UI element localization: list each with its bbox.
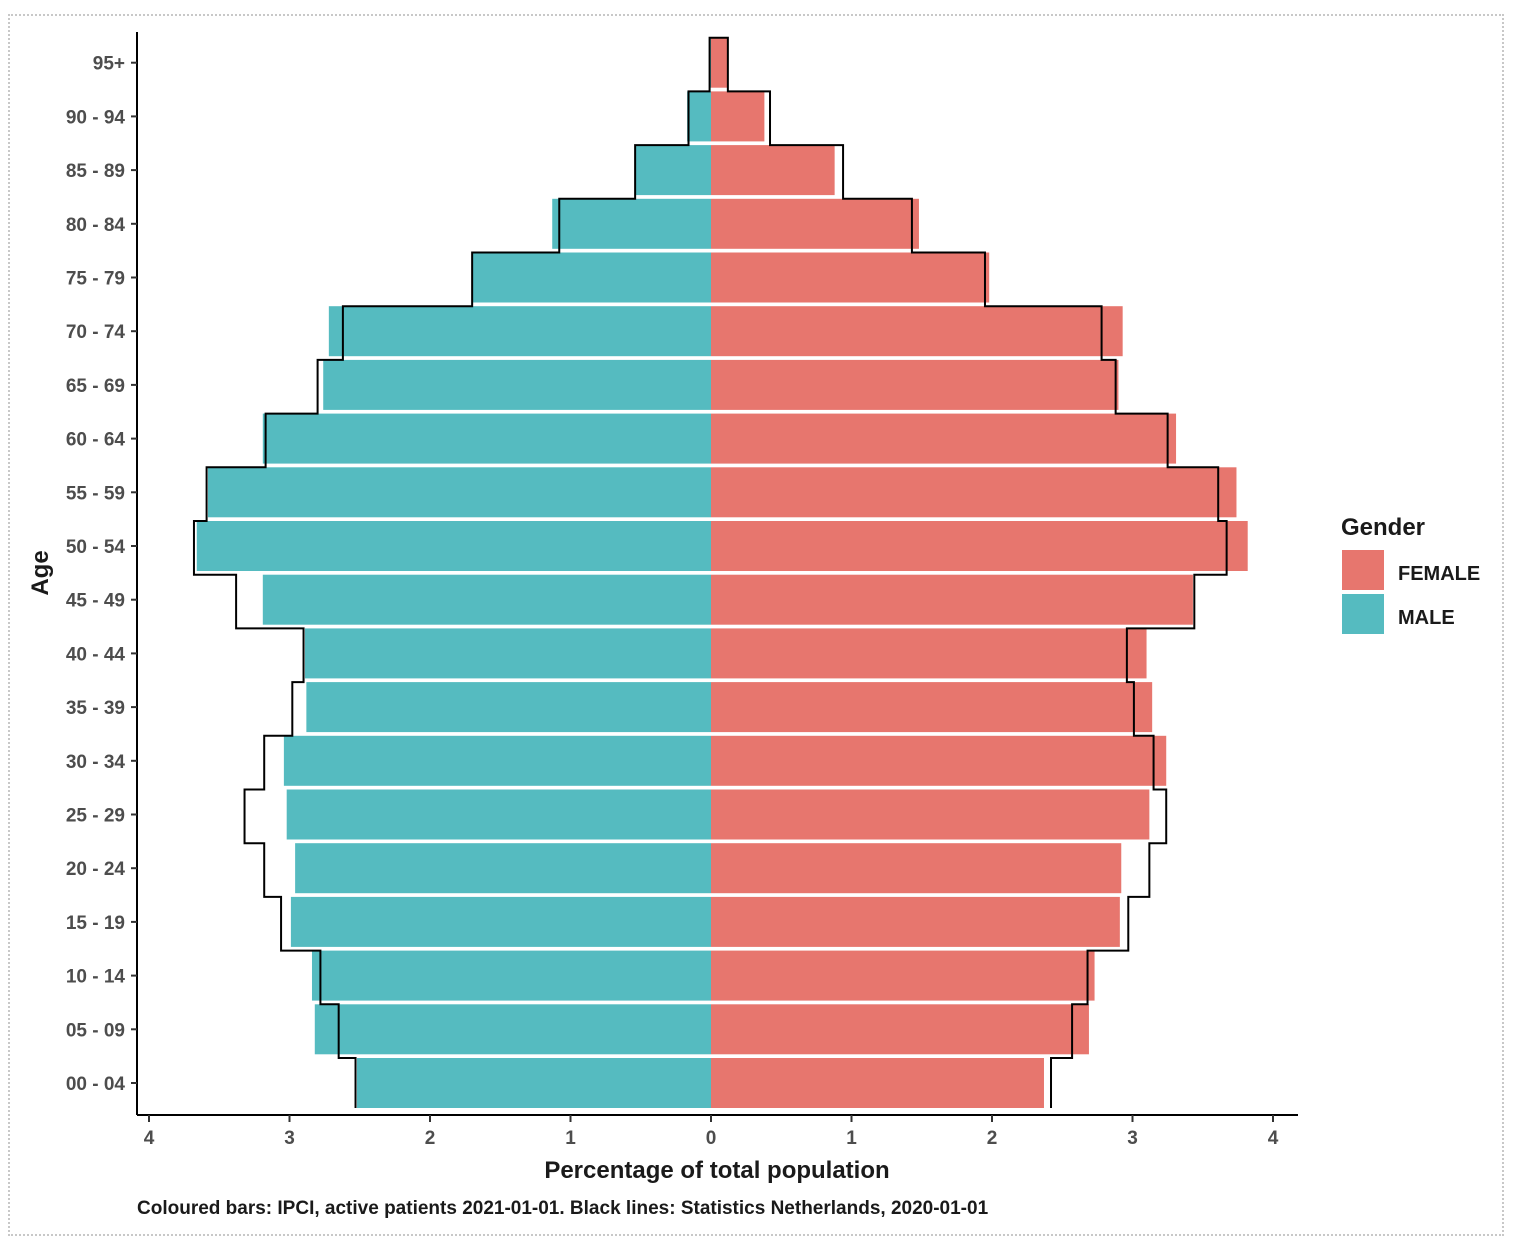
- male-bars: [196, 37, 711, 1108]
- y-tick-label: 40 - 44: [66, 644, 126, 665]
- y-tick-label: 05 - 09: [66, 1020, 125, 1041]
- bar-female-40-44: [711, 628, 1147, 679]
- y-tick-label: 70 - 74: [66, 322, 126, 343]
- bar-male-25-29: [286, 789, 711, 840]
- x-tick-label: 3: [284, 1128, 295, 1149]
- bar-female-75-79: [711, 252, 990, 303]
- bar-male-15-19: [290, 896, 711, 947]
- x-tick-label: 2: [425, 1128, 436, 1149]
- bar-male-55-59: [208, 467, 711, 518]
- y-tick-label: 25 - 29: [66, 806, 125, 827]
- x-tick-label: 4: [144, 1128, 155, 1149]
- y-tick-label: 85 - 89: [66, 161, 125, 182]
- y-tick-label: 35 - 39: [66, 698, 125, 719]
- bar-male-65-69: [323, 359, 711, 410]
- caption: Coloured bars: IPCI, active patients 202…: [137, 1198, 989, 1219]
- reference-line-female: [711, 36, 1228, 1108]
- y-tick-label: 20 - 24: [66, 859, 126, 880]
- bar-female-20-24: [711, 843, 1122, 894]
- y-tick-label: 65 - 69: [66, 376, 125, 397]
- y-tick-label: 55 - 59: [66, 483, 125, 504]
- x-tick-label: 1: [565, 1128, 576, 1149]
- bar-male-60-64: [262, 413, 711, 464]
- y-tick-label: 45 - 49: [66, 591, 125, 612]
- bar-male-35-39: [306, 682, 711, 733]
- bar-male-70-74: [328, 306, 711, 357]
- bar-male-40-44: [304, 628, 711, 679]
- x-tick-labels: 4 3 2 1 0 1 2 3 4: [144, 1128, 1279, 1149]
- bar-female-80-84: [711, 198, 919, 249]
- legend-label-female: FEMALE: [1398, 563, 1480, 585]
- y-axis-title: Age: [27, 550, 54, 595]
- x-axis-title: Percentage of total population: [544, 1157, 889, 1184]
- bar-female-45-49: [711, 574, 1193, 625]
- female-bars: [711, 37, 1248, 1108]
- bar-male-50-54: [196, 521, 711, 571]
- x-tick-label: 3: [1127, 1128, 1138, 1149]
- bar-female-05-09: [711, 1004, 1089, 1055]
- x-tick-label: 0: [706, 1128, 717, 1149]
- reference-line-male: [192, 36, 711, 1108]
- bar-female-70-74: [711, 306, 1123, 357]
- bar-female-90-94: [711, 91, 765, 142]
- legend-swatch-male: [1342, 594, 1384, 634]
- y-tick-label: 90 - 94: [66, 107, 126, 128]
- reference-lines: [192, 36, 1228, 1108]
- bar-female-10-14: [711, 950, 1095, 1001]
- bar-male-90-94: [687, 91, 711, 142]
- y-tick-labels: 00 - 04 05 - 09 10 - 14 15 - 19 20 - 24 25 - …: [66, 54, 126, 1095]
- y-tick-label: 60 - 64: [66, 430, 126, 451]
- bar-male-85-89: [635, 145, 711, 196]
- x-tick-label: 1: [846, 1128, 857, 1149]
- bar-female-50-54: [711, 521, 1248, 571]
- bar-female-00-04: [711, 1058, 1044, 1108]
- legend-label-male: MALE: [1398, 607, 1455, 629]
- y-tick-label: 15 - 19: [66, 913, 125, 934]
- legend-swatch-female: [1342, 550, 1384, 590]
- x-tick-label: 2: [987, 1128, 998, 1149]
- figure-frame: [8, 14, 1504, 1236]
- x-tick-label: 4: [1268, 1128, 1279, 1149]
- bar-female-65-69: [711, 359, 1119, 410]
- y-tick-label: 75 - 79: [66, 269, 125, 290]
- legend-title: Gender: [1341, 514, 1425, 541]
- bar-male-10-14: [311, 950, 711, 1001]
- y-tick-label: 30 - 34: [66, 752, 126, 773]
- bar-male-20-24: [295, 843, 711, 894]
- y-tick-label: 80 - 84: [66, 215, 126, 236]
- legend: Gender FEMALE MALE: [1341, 514, 1480, 634]
- bar-female-35-39: [711, 682, 1153, 733]
- bar-female-30-34: [711, 735, 1167, 786]
- bar-female-55-59: [711, 467, 1237, 518]
- bar-female-95+: [711, 37, 728, 88]
- bar-male-30-34: [283, 735, 711, 786]
- y-tick-label: 00 - 04: [66, 1074, 126, 1095]
- bar-female-15-19: [711, 896, 1120, 947]
- bar-male-75-79: [472, 252, 711, 303]
- bar-female-85-89: [711, 145, 835, 196]
- bar-male-00-04: [356, 1058, 711, 1108]
- y-tick-label: 50 - 54: [66, 537, 126, 558]
- bar-female-60-64: [711, 413, 1177, 464]
- bar-male-45-49: [262, 574, 711, 625]
- axes: [131, 32, 1298, 1122]
- bar-male-05-09: [314, 1004, 711, 1055]
- bar-female-25-29: [711, 789, 1150, 840]
- y-tick-label: 95+: [93, 54, 125, 75]
- y-tick-label: 10 - 14: [66, 967, 126, 988]
- bar-male-80-84: [552, 198, 711, 249]
